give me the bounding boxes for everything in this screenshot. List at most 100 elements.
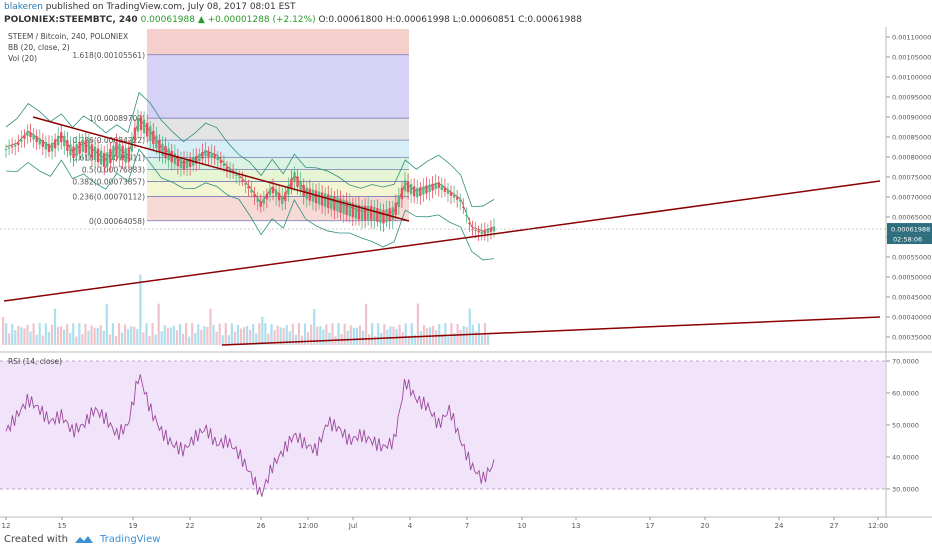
time-tick-label: 7	[465, 522, 469, 530]
volume-bar	[352, 327, 355, 345]
volume-bar	[154, 334, 157, 345]
volume-bar	[450, 323, 453, 345]
rsi-tick-label: 40.0000	[892, 454, 919, 462]
candle-body	[185, 159, 189, 169]
volume-bar	[29, 331, 32, 345]
volume-bar	[136, 329, 139, 345]
volume-bar	[316, 326, 319, 345]
volume-bar	[139, 274, 142, 345]
volume-bar	[44, 323, 47, 345]
candle-body	[152, 130, 155, 145]
volume-bar	[84, 323, 87, 345]
candle-body	[41, 140, 45, 148]
price-tick-label: 0.00045000	[892, 294, 931, 302]
volume-bar	[462, 325, 465, 345]
candle-body	[277, 192, 281, 201]
volume-bar	[114, 336, 118, 345]
candle-body	[336, 197, 339, 212]
candle-body	[376, 208, 379, 222]
candle-body	[81, 139, 84, 152]
candle-body	[379, 209, 382, 223]
publish-info: published on TradingView.com, July 08, 2…	[42, 2, 296, 12]
volume-bar	[93, 327, 96, 345]
candle-body	[44, 142, 48, 150]
countdown-label: 02:58:06	[893, 236, 922, 244]
candle-body	[360, 205, 364, 221]
candle-body	[486, 229, 490, 233]
volume-bar	[300, 335, 304, 345]
candle-body	[345, 200, 348, 216]
rsi-tick-label: 50.0000	[892, 422, 919, 430]
candle-body	[351, 202, 355, 218]
candle-body	[385, 209, 388, 223]
high-value: H:0.00061998	[385, 15, 450, 25]
volume-bar	[322, 329, 325, 345]
tradingview-brand[interactable]: TradingView	[99, 534, 161, 545]
volume-bar	[151, 323, 154, 345]
candle-body	[213, 154, 216, 159]
candle-body	[93, 146, 97, 160]
candle-body	[241, 180, 244, 182]
volume-bar	[331, 323, 334, 345]
candle-body	[99, 150, 103, 165]
candle-body	[35, 136, 38, 143]
volume-bar	[117, 323, 121, 345]
candle-body	[66, 140, 69, 151]
volume-bar	[444, 323, 447, 345]
volume-bar	[282, 328, 285, 345]
price-chart[interactable]: 1.618(0.00105561) 1(0.00089709) 0.786(0.00…	[0, 27, 932, 533]
candle-body	[440, 184, 444, 191]
volume-bar	[291, 323, 294, 345]
candle-body	[115, 142, 118, 157]
candle-body	[142, 119, 146, 134]
candle-body	[400, 187, 404, 200]
candle-body	[32, 134, 35, 140]
volume-bar	[383, 324, 386, 345]
volume-bar	[441, 333, 444, 345]
candle-body	[382, 210, 385, 224]
candle-body	[452, 194, 456, 198]
symbol-label: POLONIEX:STEEMBTC, 240	[4, 15, 138, 25]
volume-bar	[102, 330, 105, 345]
time-tick-label: 12:00	[298, 522, 318, 530]
candle-body	[176, 155, 180, 167]
candle-body	[363, 205, 367, 221]
volume-bar	[166, 328, 169, 345]
candle-body	[419, 187, 422, 197]
volume-bar	[124, 324, 127, 345]
author-link[interactable]: blakeren	[4, 2, 43, 12]
volume-bar	[349, 325, 352, 345]
volume-bar	[371, 323, 374, 345]
fib-label: 0.618(0.00079911)	[72, 153, 145, 162]
volume-bar	[355, 327, 358, 345]
volume-bar	[230, 323, 233, 345]
candle-body	[84, 140, 87, 153]
volume-bar	[294, 334, 297, 345]
candle-body	[459, 199, 462, 202]
candle-body	[155, 135, 158, 149]
candle-body	[425, 185, 428, 194]
candle-body	[489, 228, 493, 233]
time-tick-label: 26	[257, 522, 266, 530]
fib-zone	[147, 54, 409, 119]
volume-bar	[8, 333, 11, 345]
candle-body	[253, 194, 256, 198]
candle-body	[259, 202, 262, 207]
volume-bar	[59, 326, 63, 345]
volume-bar	[17, 325, 20, 345]
volume-bar	[160, 331, 163, 345]
volume-bar	[410, 323, 413, 345]
fib-label: 1(0.00089709)	[89, 114, 145, 123]
candle-body	[449, 192, 453, 196]
trendline	[221, 316, 881, 346]
time-tick-label: 12	[2, 522, 11, 530]
volume-bar	[47, 331, 50, 345]
volume-bar	[358, 325, 362, 345]
candle-body	[204, 150, 207, 157]
candle-body	[311, 189, 315, 202]
time-tick-label: 13	[572, 522, 581, 530]
candle-body	[416, 187, 419, 198]
candle-body	[161, 143, 164, 157]
candle-body	[330, 195, 333, 210]
volume-bar	[303, 323, 307, 345]
